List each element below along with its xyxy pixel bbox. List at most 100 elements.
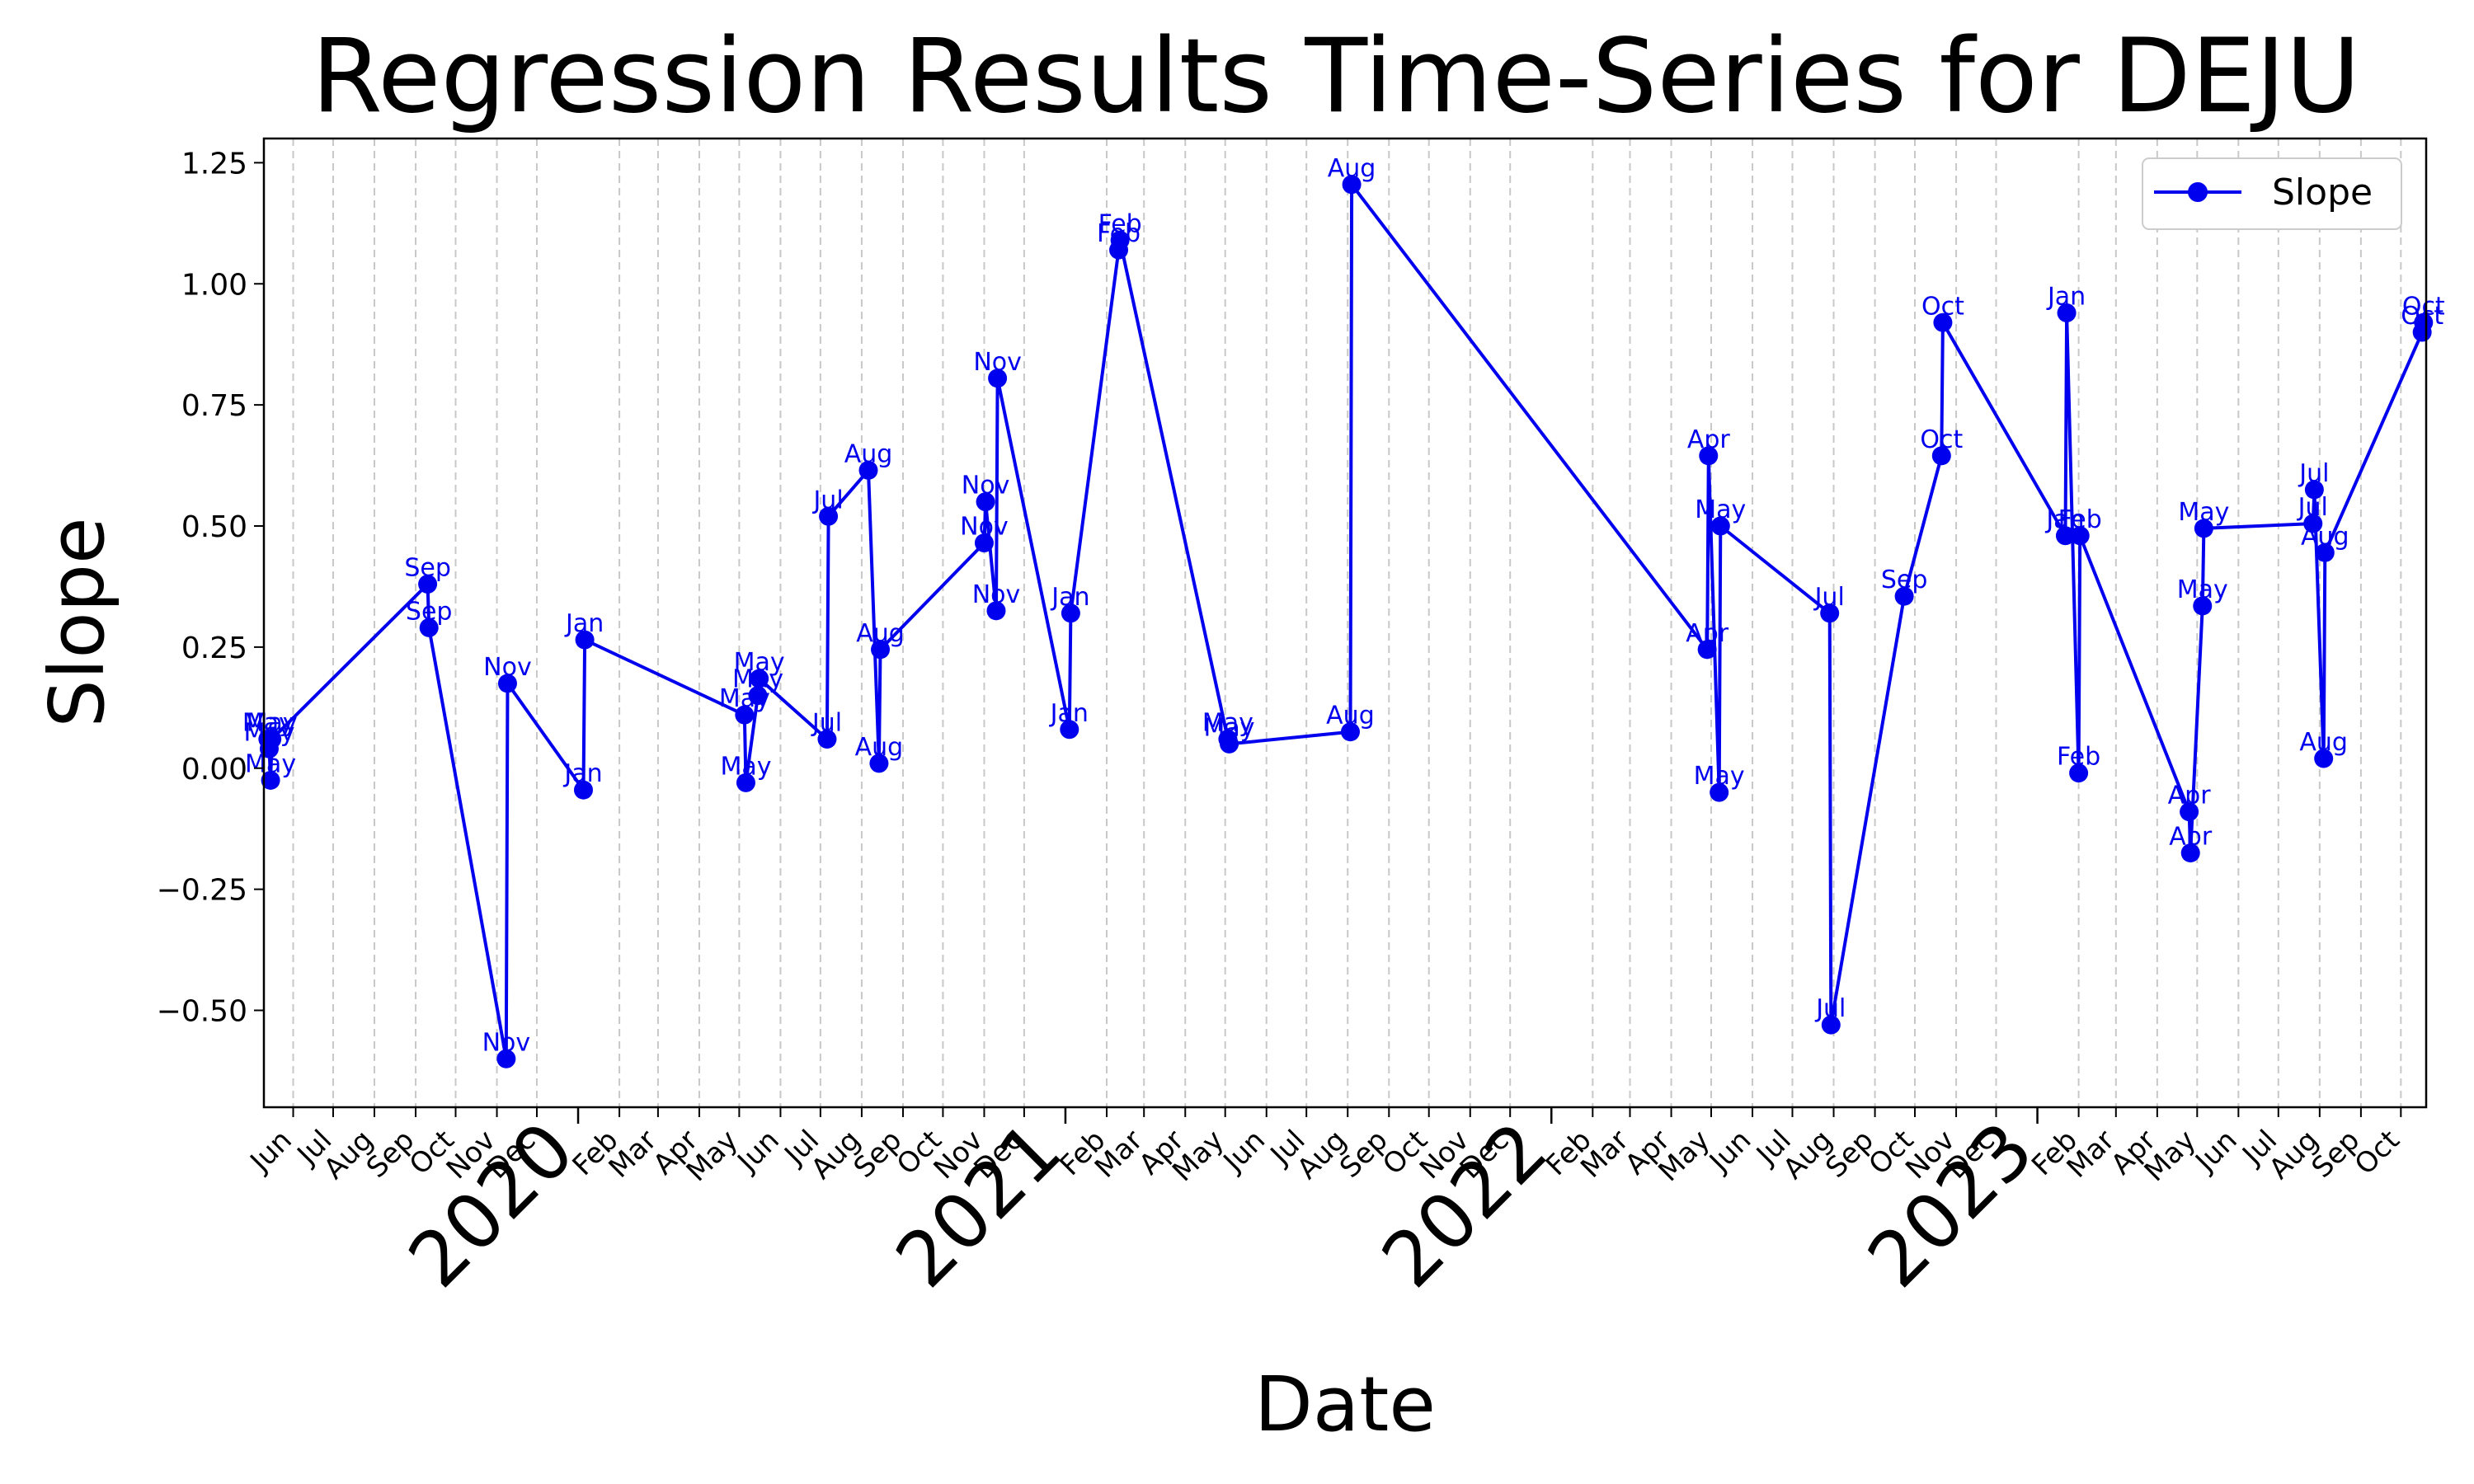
data-point bbox=[1220, 734, 1239, 754]
x-year-label: 2023 bbox=[1851, 1106, 2050, 1304]
data-point-label: Jul bbox=[811, 486, 843, 514]
y-tick-label: 0.50 bbox=[181, 510, 247, 544]
data-point-label: May bbox=[2177, 575, 2228, 604]
data-point-label: May bbox=[1204, 713, 1255, 742]
data-point bbox=[988, 369, 1008, 388]
data-point bbox=[418, 575, 438, 594]
data-point-label: May bbox=[2178, 498, 2229, 527]
data-point bbox=[2314, 749, 2334, 768]
data-point bbox=[736, 773, 755, 792]
data-point bbox=[1340, 722, 1360, 742]
data-point bbox=[1710, 516, 1730, 536]
legend-box bbox=[2142, 157, 2402, 230]
data-point bbox=[819, 506, 839, 526]
x-tick-label: Jun bbox=[731, 1124, 786, 1179]
y-tick-label: 0.00 bbox=[181, 753, 247, 787]
data-point-label: Nov bbox=[483, 653, 532, 682]
data-point-label: May bbox=[1694, 762, 1745, 791]
x-year-label: 2022 bbox=[1366, 1106, 1564, 1304]
data-point bbox=[1710, 782, 1729, 802]
data-point bbox=[2069, 763, 2089, 783]
x-tick-label: Jun bbox=[243, 1124, 299, 1179]
data-point-label: Nov bbox=[960, 513, 1009, 542]
data-point bbox=[817, 730, 837, 749]
data-point-label: Aug bbox=[2301, 522, 2349, 551]
data-point-label: Aug bbox=[855, 733, 904, 762]
y-tick-label: 0.75 bbox=[181, 389, 247, 423]
data-point bbox=[2055, 526, 2075, 546]
x-tick-label: Jun bbox=[1216, 1124, 1272, 1179]
data-point bbox=[497, 674, 517, 693]
data-point-label: May bbox=[1202, 709, 1253, 738]
plot-frame bbox=[262, 137, 2428, 1109]
y-tick-label: −0.50 bbox=[157, 995, 247, 1029]
data-point bbox=[1820, 603, 1840, 623]
data-point bbox=[261, 770, 280, 790]
x-tick-label: Jun bbox=[2188, 1124, 2243, 1179]
data-point-label: Jul bbox=[1814, 994, 1846, 1023]
data-point-label: Nov bbox=[972, 580, 1021, 609]
data-point bbox=[2057, 303, 2077, 322]
data-point bbox=[2414, 312, 2434, 332]
data-point-label: Feb bbox=[2057, 743, 2100, 772]
data-point-label: Apr bbox=[2169, 823, 2213, 852]
month-gridlines bbox=[292, 139, 2402, 1107]
data-point bbox=[1894, 586, 1914, 606]
data-point-label: May bbox=[720, 752, 771, 781]
data-point bbox=[2180, 843, 2200, 863]
data-point-label: Jan bbox=[2046, 283, 2086, 312]
data-point bbox=[974, 533, 994, 553]
data-point bbox=[2194, 519, 2213, 538]
data-point-label: Sep bbox=[404, 554, 451, 583]
data-point-label: May bbox=[245, 749, 296, 778]
x-tick-label: Oct bbox=[2349, 1124, 2406, 1181]
data-point bbox=[2315, 542, 2335, 562]
data-point-label: Feb bbox=[1098, 209, 1142, 238]
data-point bbox=[869, 754, 889, 773]
chart-title: Regression Results Time-Series for DEJU bbox=[312, 17, 2361, 136]
data-point-label: May bbox=[1695, 495, 1746, 524]
data-point-label: Oct bbox=[1921, 292, 1964, 321]
data-point bbox=[496, 1049, 516, 1068]
data-point bbox=[1110, 230, 1130, 250]
data-point bbox=[735, 705, 755, 725]
data-point-label: Apr bbox=[1686, 619, 1729, 648]
data-point-label: Jan bbox=[562, 759, 602, 788]
data-point-label: May bbox=[247, 709, 298, 738]
data-point bbox=[2193, 596, 2213, 616]
x-axis-title: Date bbox=[1254, 1360, 1436, 1449]
data-point bbox=[2070, 526, 2090, 546]
data-point-label: Aug bbox=[2299, 728, 2348, 757]
y-axis-title: Slope bbox=[33, 517, 121, 727]
data-point-label: Aug bbox=[844, 439, 893, 468]
data-point-label: Feb bbox=[2058, 505, 2102, 534]
legend-label-slope: Slope bbox=[2272, 171, 2373, 214]
x-year-label: 2021 bbox=[879, 1106, 1078, 1304]
data-point bbox=[748, 686, 768, 706]
data-point-label: Nov bbox=[962, 472, 1010, 500]
data-point bbox=[573, 780, 593, 800]
data-point-label: Nov bbox=[973, 348, 1022, 377]
data-point bbox=[419, 618, 439, 637]
data-point bbox=[1821, 1015, 1841, 1035]
data-point bbox=[262, 730, 282, 749]
x-year-label: 2020 bbox=[392, 1106, 590, 1304]
data-point-label: Jul bbox=[811, 709, 842, 738]
data-point bbox=[1060, 720, 1079, 740]
data-point-label: Sep bbox=[406, 597, 453, 626]
data-point-label: Oct bbox=[1920, 425, 1963, 454]
data-point bbox=[750, 669, 769, 688]
legend-marker-swatch bbox=[2188, 182, 2208, 202]
y-tick-label: 1.25 bbox=[181, 147, 247, 181]
y-axis: −0.50 −0.25 0.00 0.25 0.50 0.75 1.00 1.25 bbox=[157, 147, 264, 1029]
data-point bbox=[2303, 514, 2323, 533]
data-point-label: Jul bbox=[2298, 459, 2329, 488]
data-point-label: Aug bbox=[1328, 154, 1376, 183]
data-point bbox=[858, 460, 878, 480]
data-point-label: Apr bbox=[1687, 425, 1731, 454]
data-point bbox=[871, 640, 891, 660]
data-point bbox=[976, 492, 995, 512]
y-tick-label: 0.25 bbox=[181, 632, 247, 665]
